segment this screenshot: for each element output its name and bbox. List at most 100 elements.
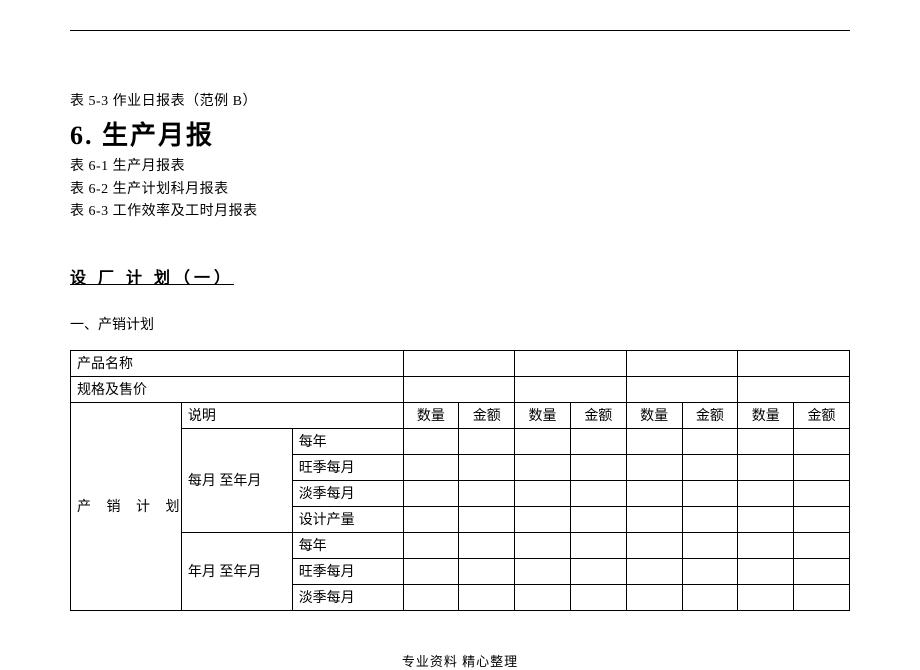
footer-text: 专业资料 精心整理 xyxy=(70,651,850,670)
cell xyxy=(515,480,571,506)
cell xyxy=(626,558,682,584)
cell xyxy=(459,428,515,454)
cell xyxy=(794,480,850,506)
cell xyxy=(794,428,850,454)
col-qty: 数量 xyxy=(738,402,794,428)
cell xyxy=(738,558,794,584)
cell xyxy=(515,428,571,454)
cell xyxy=(459,506,515,532)
subrow: 旺季每月 xyxy=(292,454,403,480)
section-title: 设 厂 计 划（一） xyxy=(70,264,850,288)
col-qty: 数量 xyxy=(626,402,682,428)
cell xyxy=(459,454,515,480)
col-qty: 数量 xyxy=(515,402,571,428)
section-block: 设 厂 计 划（一） 一、产销计划 产品名称 规格及售价 xyxy=(70,264,850,611)
cell xyxy=(682,584,738,610)
cell xyxy=(570,480,626,506)
cell xyxy=(403,428,459,454)
cell xyxy=(515,558,571,584)
cell xyxy=(794,558,850,584)
cell xyxy=(570,428,626,454)
subsection-title: 一、产销计划 xyxy=(70,314,850,334)
cell xyxy=(794,454,850,480)
cell xyxy=(682,558,738,584)
cell xyxy=(738,532,794,558)
cell xyxy=(682,506,738,532)
cell xyxy=(626,376,738,402)
cell xyxy=(738,376,850,402)
plan-table: 产品名称 规格及售价 产 销 计 划 说明 数量 金额 数量 金额 数量 xyxy=(70,350,850,611)
table-row: 年月 至年月 每年 xyxy=(71,532,850,558)
col-amt: 金额 xyxy=(794,402,850,428)
cell xyxy=(738,428,794,454)
cell xyxy=(738,480,794,506)
cell xyxy=(738,506,794,532)
row-plan-label: 产 销 计 划 xyxy=(71,402,182,610)
col-amt: 金额 xyxy=(570,402,626,428)
cell xyxy=(738,454,794,480)
cell xyxy=(626,532,682,558)
cell xyxy=(403,506,459,532)
subrow: 每年 xyxy=(292,532,403,558)
cell xyxy=(682,428,738,454)
table-row: 每月 至年月 每年 xyxy=(71,428,850,454)
cell xyxy=(738,350,850,376)
cell xyxy=(570,558,626,584)
ref-line-6-1: 表 6-1 生产月报表 xyxy=(70,156,850,178)
cell xyxy=(515,532,571,558)
cell xyxy=(794,506,850,532)
cell xyxy=(626,350,738,376)
table-row: 规格及售价 xyxy=(71,376,850,402)
cell xyxy=(682,454,738,480)
cell xyxy=(626,454,682,480)
cell xyxy=(459,584,515,610)
col-amt: 金额 xyxy=(682,402,738,428)
col-qty: 数量 xyxy=(403,402,459,428)
cell xyxy=(626,480,682,506)
page: 表 5-3 作业日报表（范例 B） 6. 生产月报 表 6-1 生产月报表 表 … xyxy=(0,0,920,670)
cell xyxy=(570,506,626,532)
cell xyxy=(626,428,682,454)
subrow: 每年 xyxy=(292,428,403,454)
row-desc-label: 说明 xyxy=(181,402,403,428)
cell xyxy=(459,480,515,506)
cell xyxy=(403,532,459,558)
table-row: 产 销 计 划 说明 数量 金额 数量 金额 数量 金额 数量 金额 xyxy=(71,402,850,428)
cell xyxy=(403,558,459,584)
cell xyxy=(570,532,626,558)
cell xyxy=(515,376,627,402)
cell xyxy=(515,350,627,376)
subrow: 淡季每月 xyxy=(292,480,403,506)
period1: 每月 至年月 xyxy=(181,428,292,532)
cell xyxy=(794,584,850,610)
cell xyxy=(459,532,515,558)
cell xyxy=(403,376,515,402)
main-heading: 6. 生产月报 xyxy=(70,115,850,152)
ref-line-6-2: 表 6-2 生产计划科月报表 xyxy=(70,179,850,201)
top-rule xyxy=(70,30,850,31)
ref-line-6-3: 表 6-3 工作效率及工时月报表 xyxy=(70,201,850,223)
col-amt: 金额 xyxy=(459,402,515,428)
cell xyxy=(682,532,738,558)
cell xyxy=(403,584,459,610)
cell xyxy=(403,480,459,506)
cell xyxy=(570,584,626,610)
cell xyxy=(515,584,571,610)
cell xyxy=(626,506,682,532)
subrow: 淡季每月 xyxy=(292,584,403,610)
cell xyxy=(626,584,682,610)
cell xyxy=(515,454,571,480)
table-row: 产品名称 xyxy=(71,350,850,376)
subrow: 设计产量 xyxy=(292,506,403,532)
period2: 年月 至年月 xyxy=(181,532,292,610)
subrow: 旺季每月 xyxy=(292,558,403,584)
row-spec-price: 规格及售价 xyxy=(71,376,404,402)
cell xyxy=(738,584,794,610)
cell xyxy=(459,558,515,584)
row-product-name: 产品名称 xyxy=(71,350,404,376)
cell xyxy=(570,454,626,480)
ref-line-5-3: 表 5-3 作业日报表（范例 B） xyxy=(70,91,850,113)
cell xyxy=(682,480,738,506)
cell xyxy=(515,506,571,532)
cell xyxy=(403,350,515,376)
